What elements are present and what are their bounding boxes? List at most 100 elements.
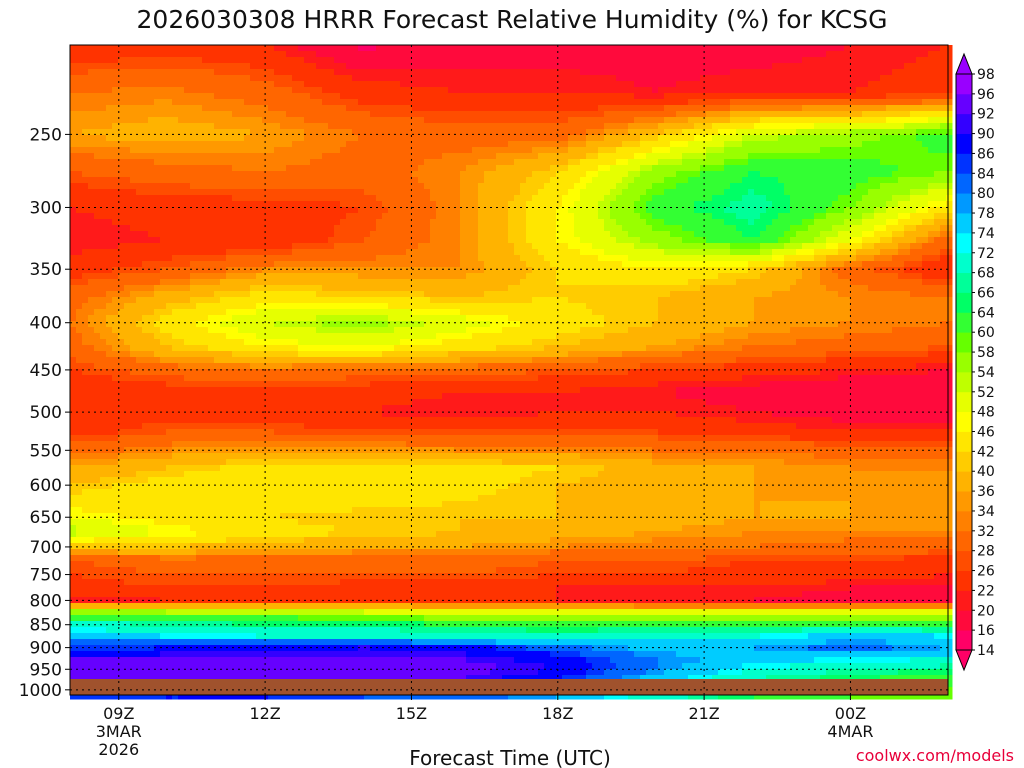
heatmap-cell (562, 207, 569, 214)
heatmap-cell (844, 153, 851, 160)
heatmap-cell (814, 111, 821, 118)
heatmap-cell (940, 135, 947, 142)
heatmap-cell (298, 129, 305, 136)
heatmap-cell (766, 117, 773, 124)
heatmap-cell (664, 135, 671, 142)
heatmap-cell (442, 99, 449, 106)
heatmap-cell (538, 177, 545, 184)
heatmap-cell (310, 177, 317, 184)
heatmap-cell (262, 81, 269, 88)
heatmap-cell (736, 189, 743, 196)
heatmap-cell (718, 117, 725, 124)
heatmap-cell (160, 153, 167, 160)
heatmap-cell (844, 219, 851, 226)
heatmap-cell (244, 117, 251, 124)
heatmap-cell (658, 165, 665, 172)
heatmap-cell (520, 111, 527, 118)
heatmap-cell (208, 225, 215, 232)
heatmap-cell (430, 45, 437, 52)
heatmap-cell (844, 93, 851, 100)
heatmap-cell (742, 45, 749, 52)
heatmap-cell (364, 45, 371, 52)
heatmap-cell (808, 117, 815, 124)
heatmap-cell (226, 93, 233, 100)
heatmap-cell (574, 213, 581, 220)
heatmap-cell (238, 111, 245, 118)
heatmap-cell (76, 51, 83, 58)
heatmap-cell (472, 147, 479, 154)
heatmap-cell (484, 165, 491, 172)
heatmap-cell (904, 129, 911, 136)
heatmap-cell (532, 117, 539, 124)
heatmap-cell (262, 45, 269, 52)
heatmap-cell (76, 105, 83, 112)
heatmap-cell (232, 123, 239, 130)
heatmap-cell (88, 177, 95, 184)
heatmap-cell (82, 231, 89, 238)
heatmap-cell (106, 183, 113, 190)
heatmap-cell (514, 225, 521, 232)
heatmap-cell (130, 99, 137, 106)
heatmap-cell (82, 123, 89, 130)
heatmap-cell (82, 243, 89, 250)
heatmap-cell (658, 183, 665, 190)
heatmap-cell (70, 189, 77, 196)
heatmap-cell (514, 207, 521, 214)
heatmap-cell (238, 201, 245, 208)
heatmap-cell (940, 189, 947, 196)
heatmap-cell (808, 231, 815, 238)
heatmap-cell (412, 147, 419, 154)
heatmap-cell (742, 159, 749, 166)
heatmap-cell (82, 189, 89, 196)
heatmap-cell (568, 201, 575, 208)
heatmap-cell (172, 177, 179, 184)
heatmap-cell (754, 105, 761, 112)
heatmap-cell (130, 171, 137, 178)
heatmap-cell (100, 129, 107, 136)
heatmap-cell (832, 45, 839, 52)
heatmap-cell (784, 183, 791, 190)
heatmap-cell (676, 75, 683, 82)
heatmap-cell (184, 171, 191, 178)
heatmap-cell (784, 75, 791, 82)
heatmap-cell (202, 213, 209, 220)
heatmap-cell (850, 153, 857, 160)
heatmap-cell (364, 225, 371, 232)
heatmap-cell (550, 195, 557, 202)
heatmap-cell (466, 219, 473, 226)
heatmap-cell (172, 93, 179, 100)
heatmap-cell (226, 243, 233, 250)
heatmap-cell (928, 195, 935, 202)
heatmap-cell (286, 213, 293, 220)
heatmap-cell (772, 69, 779, 76)
heatmap-cell (910, 93, 917, 100)
heatmap-cell (730, 219, 737, 226)
heatmap-cell (808, 99, 815, 106)
heatmap-cell (160, 63, 167, 70)
heatmap-cell (100, 63, 107, 70)
heatmap-cell (694, 219, 701, 226)
heatmap-cell (634, 93, 641, 100)
heatmap-cell (424, 111, 431, 118)
heatmap-cell (544, 51, 551, 58)
heatmap-cell (274, 111, 281, 118)
heatmap-cell (370, 135, 377, 142)
heatmap-cell (922, 45, 929, 52)
heatmap-cell (790, 207, 797, 214)
heatmap-cell (340, 117, 347, 124)
heatmap-cell (382, 231, 389, 238)
heatmap-cell (832, 69, 839, 76)
heatmap-cell (448, 225, 455, 232)
heatmap-cell (502, 87, 509, 94)
heatmap-cell (346, 63, 353, 70)
heatmap-cell (472, 165, 479, 172)
heatmap-cell (652, 117, 659, 124)
heatmap-cell (586, 183, 593, 190)
heatmap-cell (652, 231, 659, 238)
heatmap-cell (244, 177, 251, 184)
heatmap-cell (328, 57, 335, 64)
heatmap-cell (226, 75, 233, 82)
heatmap-cell (250, 57, 257, 64)
heatmap-cell (328, 63, 335, 70)
heatmap-cell (928, 117, 935, 124)
